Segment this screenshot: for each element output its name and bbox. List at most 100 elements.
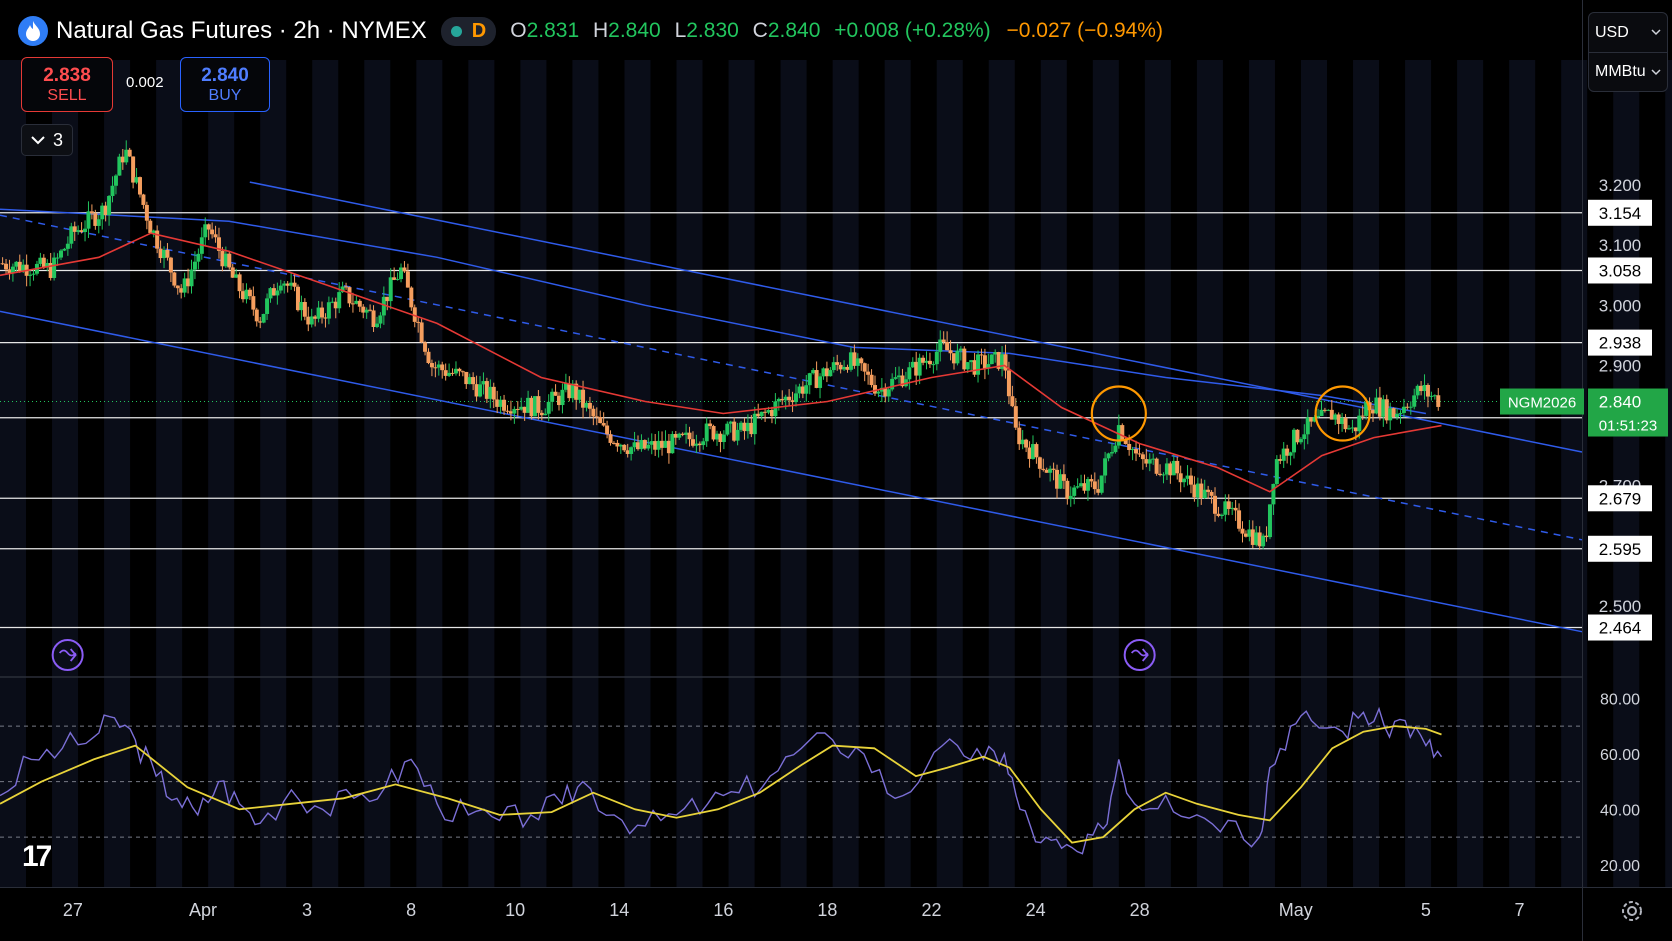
candle-body	[179, 288, 184, 293]
symbol-title[interactable]: Natural Gas Futures · 2h · NYMEX	[56, 17, 427, 44]
candle-body	[275, 290, 280, 296]
candle-body	[357, 300, 362, 307]
candle	[993, 349, 998, 363]
candle	[752, 406, 757, 445]
candle	[247, 287, 252, 300]
level-label: 2.679	[1599, 489, 1642, 508]
candle-body	[855, 358, 860, 366]
candle-body	[350, 303, 355, 305]
candle-body	[1003, 354, 1008, 371]
unit-select[interactable]: MMBtu	[1589, 52, 1667, 91]
candle-body	[591, 408, 596, 417]
candle-body	[862, 363, 867, 372]
candle	[907, 361, 912, 390]
candle	[763, 408, 768, 422]
candle	[168, 256, 173, 283]
candle	[433, 361, 438, 378]
candle-body	[1254, 532, 1259, 545]
candle-body	[79, 230, 84, 233]
candle	[1412, 388, 1417, 410]
market-status-pill[interactable]: D	[440, 16, 497, 46]
candle	[601, 412, 606, 427]
gear-icon[interactable]	[1617, 896, 1647, 926]
rsi-tick-label: 40.00	[1600, 802, 1640, 819]
candle	[364, 307, 369, 319]
candle-body	[1130, 449, 1135, 451]
candle-body	[471, 377, 476, 385]
tradingview-logo[interactable]: 17	[22, 840, 52, 873]
candle	[1274, 455, 1279, 487]
event-marker-arrow	[1130, 648, 1149, 662]
candle	[680, 432, 685, 437]
candle	[103, 201, 108, 222]
candle-body	[1182, 478, 1187, 483]
candle-body	[1171, 460, 1176, 476]
candle	[721, 430, 726, 450]
candle	[453, 361, 458, 376]
candle	[261, 313, 266, 324]
session-band	[624, 60, 651, 887]
buy-button[interactable]: 2.840 BUY	[180, 57, 270, 112]
candle-body	[787, 396, 792, 401]
level-label-box	[1588, 485, 1652, 512]
candle-body	[601, 423, 606, 426]
candle	[1051, 462, 1056, 481]
candle-body	[96, 219, 101, 226]
candle	[1048, 465, 1053, 482]
candle-body	[694, 443, 699, 446]
currency-select[interactable]: USD	[1589, 13, 1667, 52]
candle	[1388, 402, 1393, 430]
candle	[1419, 380, 1424, 396]
session-band	[468, 60, 495, 887]
candle-body	[282, 283, 287, 286]
price-tick-label: 2.900	[1599, 356, 1642, 375]
candle	[423, 340, 428, 356]
candle-body	[55, 257, 60, 259]
highlight-circles	[1090, 385, 1371, 442]
candle	[392, 267, 397, 281]
candle	[690, 431, 695, 448]
candle-body	[945, 341, 950, 351]
candle	[622, 444, 627, 453]
candle	[852, 344, 857, 369]
symbol-label: NGM2026	[1508, 395, 1576, 412]
candle	[1044, 467, 1049, 473]
event-markers[interactable]	[51, 639, 1156, 671]
candle-body	[45, 262, 50, 268]
candlestick-series	[0, 140, 1441, 550]
candle-body	[175, 285, 180, 289]
candle-body	[769, 410, 774, 417]
candle	[543, 408, 548, 416]
candle-body	[330, 301, 335, 303]
candle	[186, 268, 191, 294]
candle-body	[629, 447, 634, 454]
candle-body	[931, 364, 936, 366]
candle-body	[261, 313, 266, 323]
candle	[464, 371, 469, 389]
candle-body	[203, 224, 208, 238]
candle	[141, 193, 146, 209]
candle	[1154, 457, 1159, 476]
flame-icon	[18, 16, 48, 46]
session-band	[884, 60, 911, 887]
candle-body	[735, 429, 740, 441]
moving-average-path	[0, 232, 1442, 493]
candle-body	[910, 361, 915, 368]
candle	[481, 372, 486, 395]
session-band	[1561, 60, 1588, 887]
candle	[93, 209, 98, 230]
time-tick-label: Apr	[189, 900, 217, 920]
candle	[749, 415, 754, 438]
candle-body	[344, 286, 349, 288]
event-marker-icon[interactable]	[51, 639, 84, 671]
candle-body	[508, 411, 513, 414]
candle	[213, 225, 218, 243]
event-marker-icon[interactable]	[1123, 639, 1156, 671]
sell-button[interactable]: 2.838 SELL	[21, 57, 113, 112]
candle-body	[137, 177, 142, 195]
indicators-collapse-button[interactable]: 3	[21, 124, 73, 156]
candle-body	[340, 286, 345, 293]
candle-body	[546, 401, 551, 414]
candle-body	[1350, 427, 1355, 429]
